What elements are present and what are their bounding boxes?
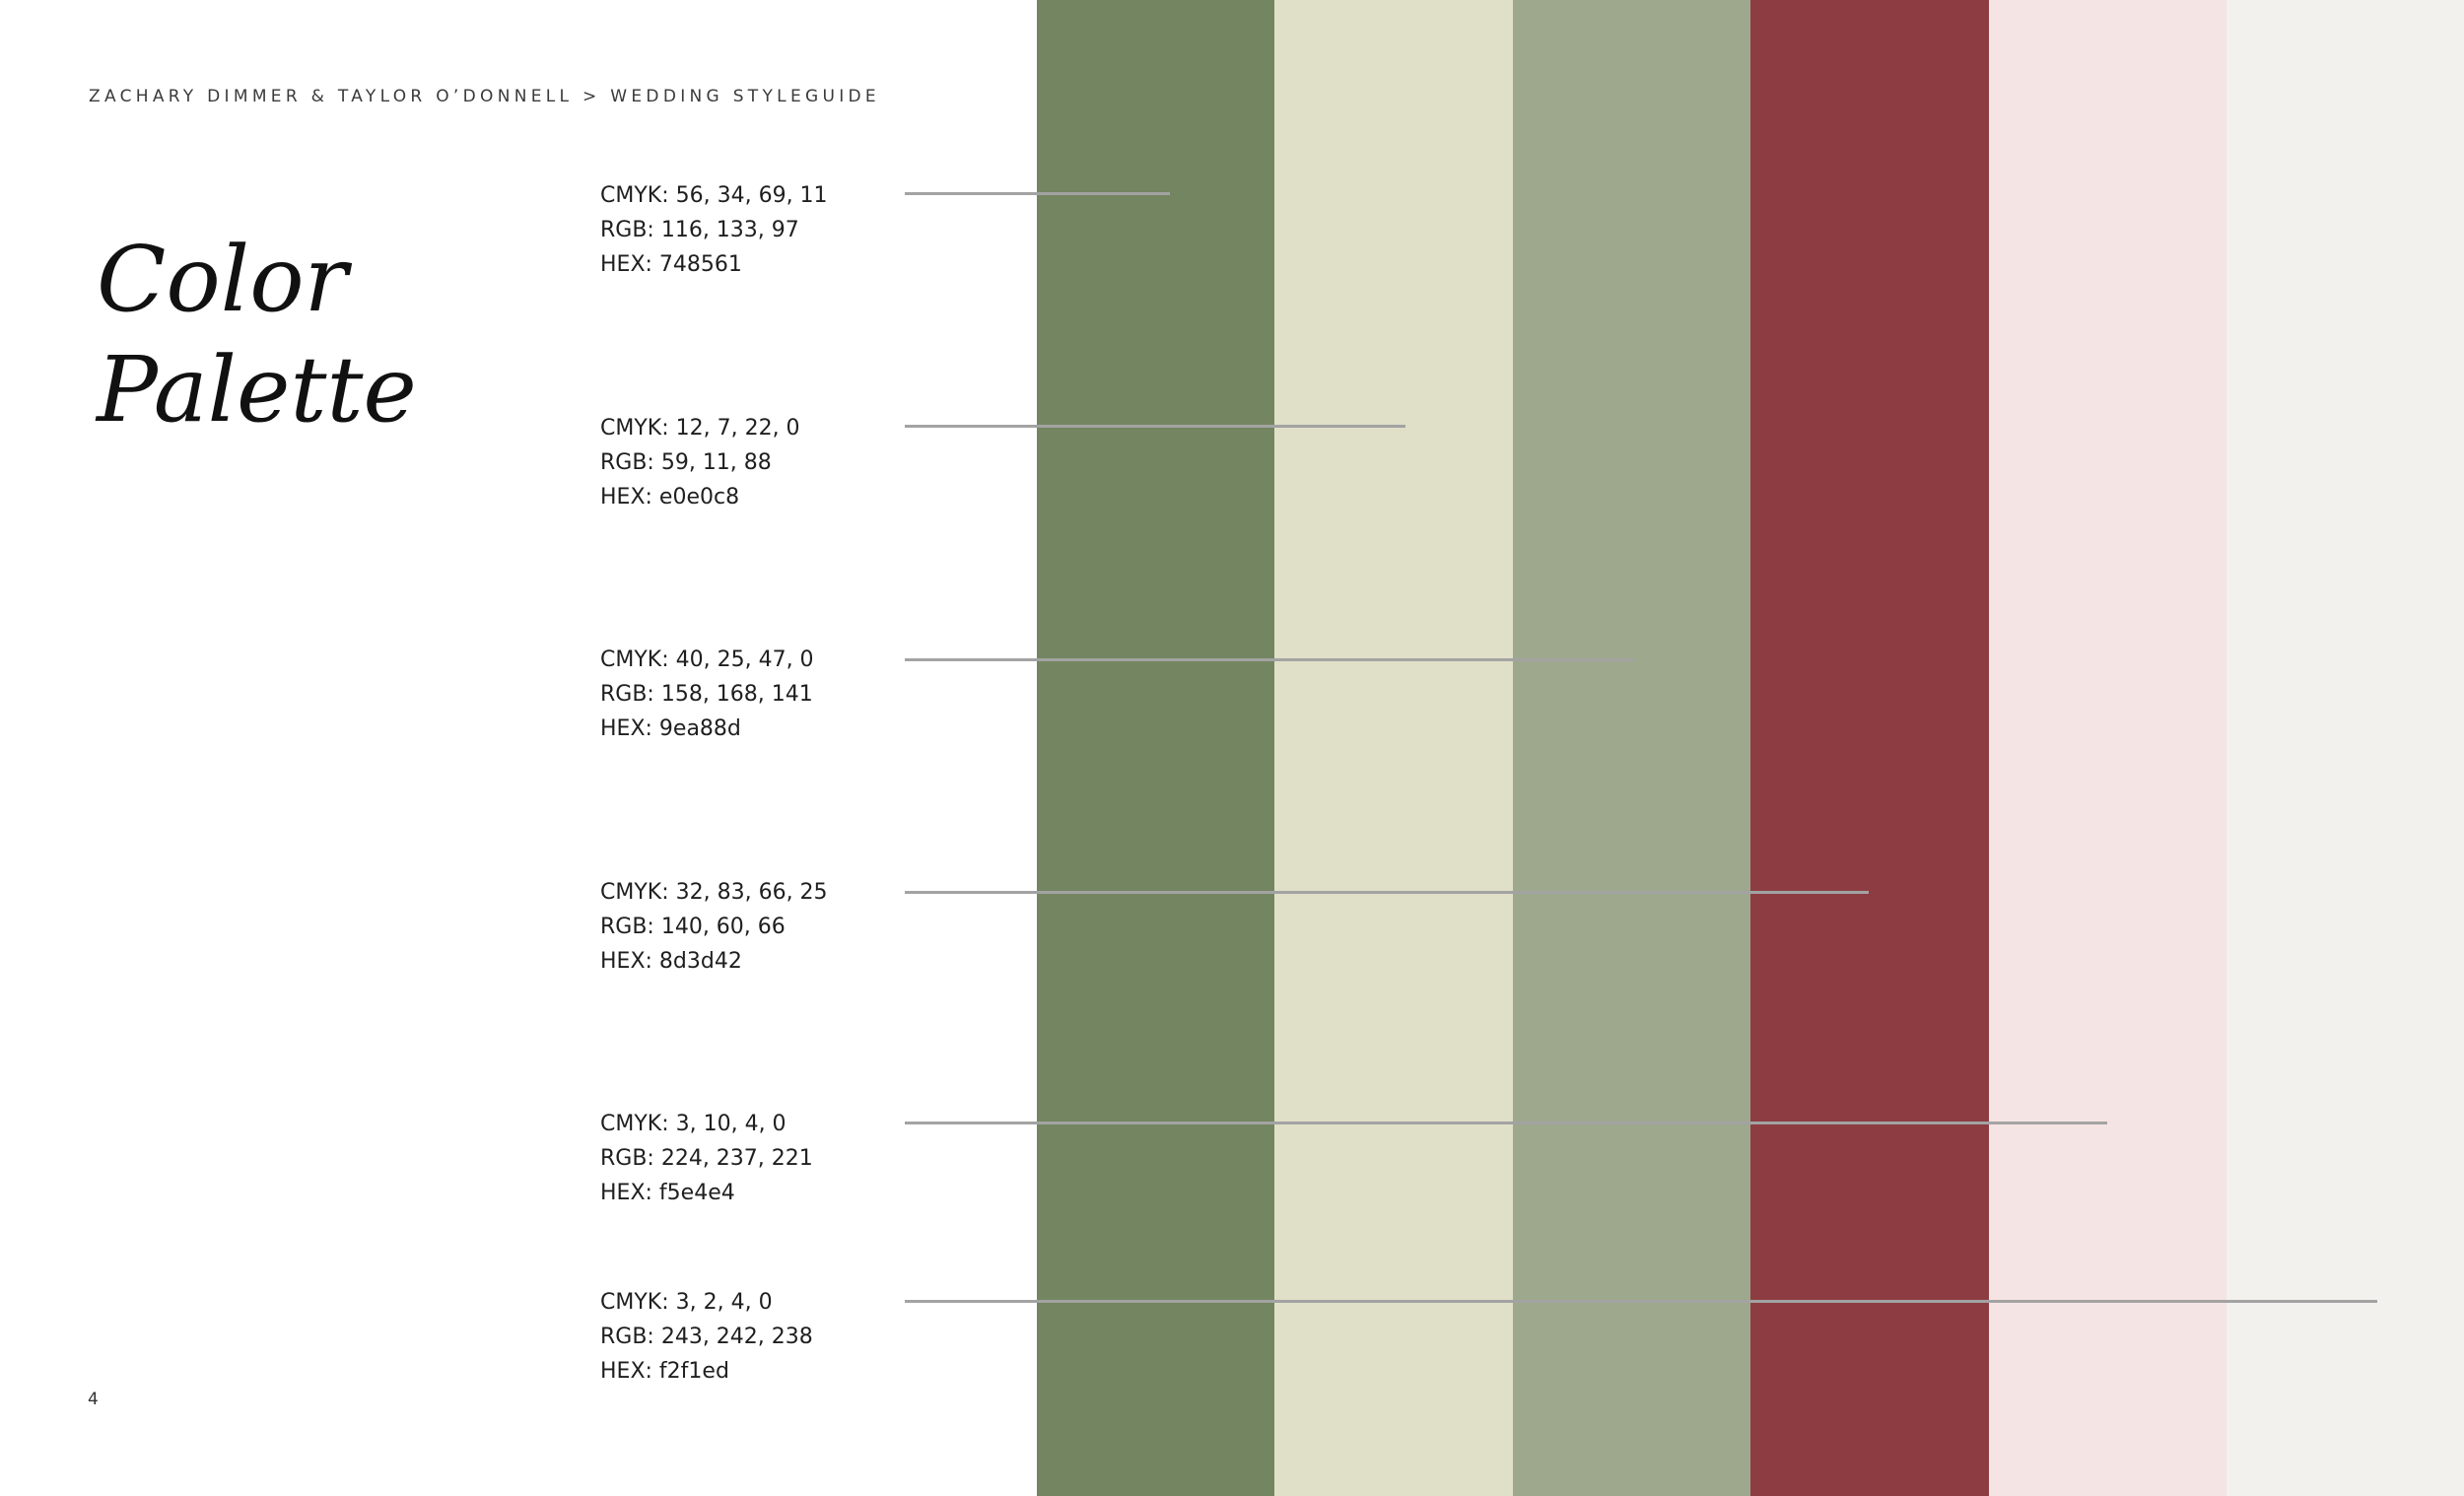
rgb-value: RGB: 59, 11, 88: [600, 450, 772, 475]
leader-line-1: [905, 192, 1170, 195]
hex-value: HEX: e0e0c8: [600, 485, 740, 510]
color-spec-6: CMYK: 3, 2, 4, 0 RGB: 243, 242, 238 HEX:…: [600, 1285, 813, 1389]
rgb-value: RGB: 140, 60, 66: [600, 915, 786, 939]
color-swatch-1: [1037, 0, 1274, 1496]
cmyk-value: CMYK: 40, 25, 47, 0: [600, 647, 814, 672]
rgb-value: RGB: 224, 237, 221: [600, 1146, 813, 1171]
color-spec-2: CMYK: 12, 7, 22, 0 RGB: 59, 11, 88 HEX: …: [600, 411, 800, 514]
hex-value: HEX: 8d3d42: [600, 949, 742, 974]
leader-line-6: [905, 1300, 2377, 1303]
cmyk-value: CMYK: 3, 10, 4, 0: [600, 1112, 787, 1136]
cmyk-value: CMYK: 32, 83, 66, 25: [600, 880, 828, 905]
color-swatch-4: [1750, 0, 1989, 1496]
rgb-value: RGB: 158, 168, 141: [600, 682, 813, 707]
hex-value: HEX: 9ea88d: [600, 716, 741, 741]
leader-line-3: [905, 658, 1633, 661]
hex-value: HEX: f2f1ed: [600, 1359, 729, 1384]
color-swatch-5: [1989, 0, 2226, 1496]
leader-line-4: [905, 891, 1869, 894]
leader-line-2: [905, 425, 1405, 428]
color-spec-1: CMYK: 56, 34, 69, 11 RGB: 116, 133, 97 H…: [600, 178, 828, 282]
color-spec-3: CMYK: 40, 25, 47, 0 RGB: 158, 168, 141 H…: [600, 643, 814, 746]
page-number: 4: [88, 1390, 99, 1409]
cmyk-value: CMYK: 3, 2, 4, 0: [600, 1290, 773, 1315]
breadcrumb: ZACHARY DIMMER & TAYLOR O’DONNELL > WEDD…: [89, 87, 880, 106]
page-title-line-1: Color: [97, 227, 348, 332]
page-title-line-2: Palette: [97, 337, 417, 442]
rgb-value: RGB: 116, 133, 97: [600, 218, 799, 242]
color-swatch-2: [1274, 0, 1513, 1496]
rgb-value: RGB: 243, 242, 238: [600, 1325, 813, 1349]
leader-line-5: [905, 1122, 2107, 1124]
color-swatch-6: [2226, 0, 2464, 1496]
cmyk-value: CMYK: 12, 7, 22, 0: [600, 416, 800, 441]
color-spec-5: CMYK: 3, 10, 4, 0 RGB: 224, 237, 221 HEX…: [600, 1107, 813, 1210]
hex-value: HEX: 748561: [600, 252, 742, 277]
cmyk-value: CMYK: 56, 34, 69, 11: [600, 183, 828, 208]
hex-value: HEX: f5e4e4: [600, 1181, 735, 1205]
color-swatch-3: [1513, 0, 1750, 1496]
color-swatch-stripes: [1037, 0, 2464, 1496]
page-title: Color Palette: [97, 225, 417, 445]
color-spec-4: CMYK: 32, 83, 66, 25 RGB: 140, 60, 66 HE…: [600, 875, 828, 979]
